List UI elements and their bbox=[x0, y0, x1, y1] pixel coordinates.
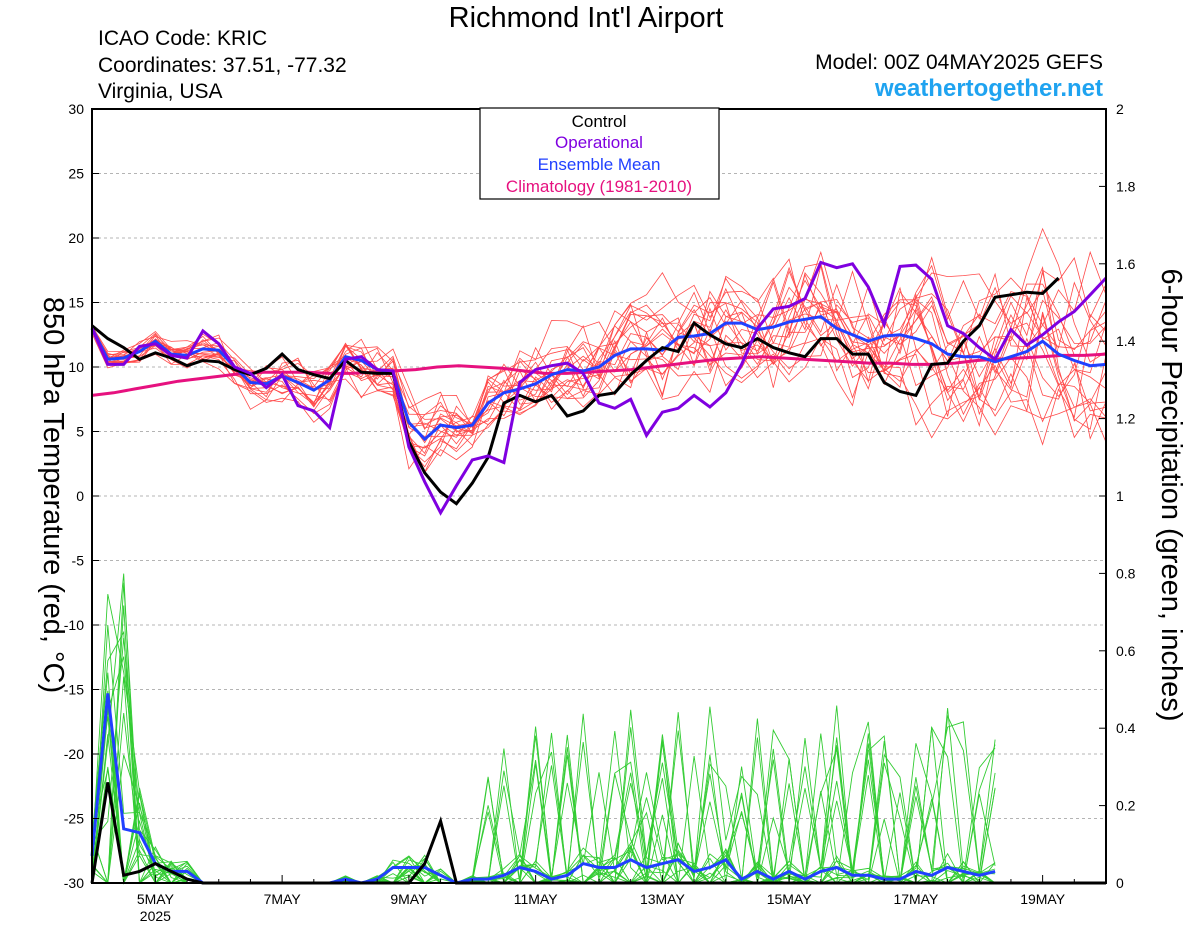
main-series-lines bbox=[90, 260, 1108, 885]
left-tick-label: -5 bbox=[72, 553, 85, 569]
temperature-member-line bbox=[91, 266, 1107, 446]
left-tick-label: -25 bbox=[64, 811, 84, 827]
x-tick-label: 17MAY bbox=[893, 891, 939, 907]
precip-member-line bbox=[91, 594, 996, 885]
left-tick-label: -10 bbox=[64, 617, 84, 633]
right-tick-label: 1.2 bbox=[1116, 411, 1136, 427]
left-tick-label: 0 bbox=[76, 488, 84, 504]
precip-member-line bbox=[91, 656, 996, 885]
icao-code-label: ICAO Code: KRIC bbox=[98, 27, 268, 50]
left-tick-label: -20 bbox=[64, 746, 84, 762]
temperature-member-line bbox=[91, 262, 1107, 436]
temperature-member-line bbox=[91, 283, 1107, 439]
region-label: Virginia, USA bbox=[98, 80, 223, 103]
precip-member-line bbox=[92, 706, 996, 885]
precip-member-lines bbox=[91, 573, 996, 885]
precip-member-line bbox=[91, 690, 996, 884]
temperature-member-line bbox=[91, 286, 1107, 468]
x-tick-label: 9MAY bbox=[390, 891, 428, 907]
chart-title: Richmond Int'l Airport bbox=[448, 2, 724, 34]
x-tick-label: 13MAY bbox=[640, 891, 686, 907]
left-tick-label: 5 bbox=[76, 424, 84, 440]
grid-lines bbox=[92, 173, 1106, 819]
right-tick-label: 0.6 bbox=[1116, 643, 1136, 659]
precip-member-line bbox=[91, 637, 996, 885]
legend: Control Operational Ensemble Mean Climat… bbox=[479, 107, 720, 200]
left-tick-label: -15 bbox=[64, 682, 84, 698]
ensemble-mean-precip-line bbox=[90, 693, 996, 885]
precip-member-line bbox=[91, 672, 996, 885]
legend-operational: Operational bbox=[555, 133, 643, 152]
temperature-member-line bbox=[91, 299, 1107, 438]
right-tick-label: 1.4 bbox=[1116, 333, 1136, 349]
temperature-member-line bbox=[91, 299, 1107, 453]
temperature-member-line bbox=[91, 227, 1107, 438]
legend-climatology: Climatology (1981-2010) bbox=[506, 177, 692, 196]
precip-member-line bbox=[91, 573, 996, 884]
right-tick-label: 0 bbox=[1116, 875, 1124, 891]
right-tick-label: 2 bbox=[1116, 101, 1124, 117]
x-tick-label: 19MAY bbox=[1020, 891, 1066, 907]
left-tick-label: 25 bbox=[68, 166, 84, 182]
precip-member-line bbox=[92, 605, 996, 885]
legend-control: Control bbox=[572, 112, 627, 131]
x-tick-label: 5MAY bbox=[137, 891, 175, 907]
right-tick-label: 0.8 bbox=[1116, 565, 1136, 581]
precip-member-line bbox=[91, 676, 996, 884]
axes: 302520151050-5-10-15-20-25-3021.81.61.41… bbox=[64, 101, 1136, 924]
x-tick-label: 7MAY bbox=[264, 891, 302, 907]
legend-ensemble-mean: Ensemble Mean bbox=[538, 155, 661, 174]
precip-member-line bbox=[91, 706, 996, 885]
operational-temperature-line bbox=[90, 260, 1108, 516]
precip-member-line bbox=[91, 582, 996, 885]
left-tick-label: 10 bbox=[68, 359, 84, 375]
x-tick-label: 11MAY bbox=[514, 891, 558, 907]
x-tick-year-label: 2025 bbox=[140, 908, 171, 924]
legend-box bbox=[479, 107, 720, 200]
right-axis-title: 6-hour Precipitation (green, inches) bbox=[1155, 269, 1187, 722]
temperature-member-line bbox=[91, 275, 1107, 440]
website-link[interactable]: weathertogether.net bbox=[874, 75, 1103, 102]
coordinates-label: Coordinates: 37.51, -77.32 bbox=[98, 54, 347, 77]
x-tick-label: 15MAY bbox=[767, 891, 813, 907]
right-tick-label: 1.6 bbox=[1116, 256, 1136, 272]
precip-member-line bbox=[91, 630, 996, 884]
left-tick-label: 30 bbox=[68, 101, 84, 117]
right-tick-label: 1.8 bbox=[1116, 178, 1136, 194]
left-axis-title: 850 hPa Temperature (red, °C) bbox=[37, 297, 69, 693]
temperature-member-lines bbox=[91, 227, 1107, 474]
left-tick-label: 20 bbox=[68, 230, 84, 246]
model-run-label: Model: 00Z 04MAY2025 GEFS bbox=[815, 51, 1103, 74]
temperature-member-line bbox=[91, 300, 1107, 457]
right-tick-label: 0.4 bbox=[1116, 720, 1136, 736]
control-temperature-line bbox=[91, 276, 1060, 506]
right-tick-label: 0.2 bbox=[1116, 798, 1136, 814]
right-tick-label: 1 bbox=[1116, 488, 1124, 504]
left-tick-label: 15 bbox=[68, 295, 84, 311]
left-tick-label: -30 bbox=[64, 875, 84, 891]
